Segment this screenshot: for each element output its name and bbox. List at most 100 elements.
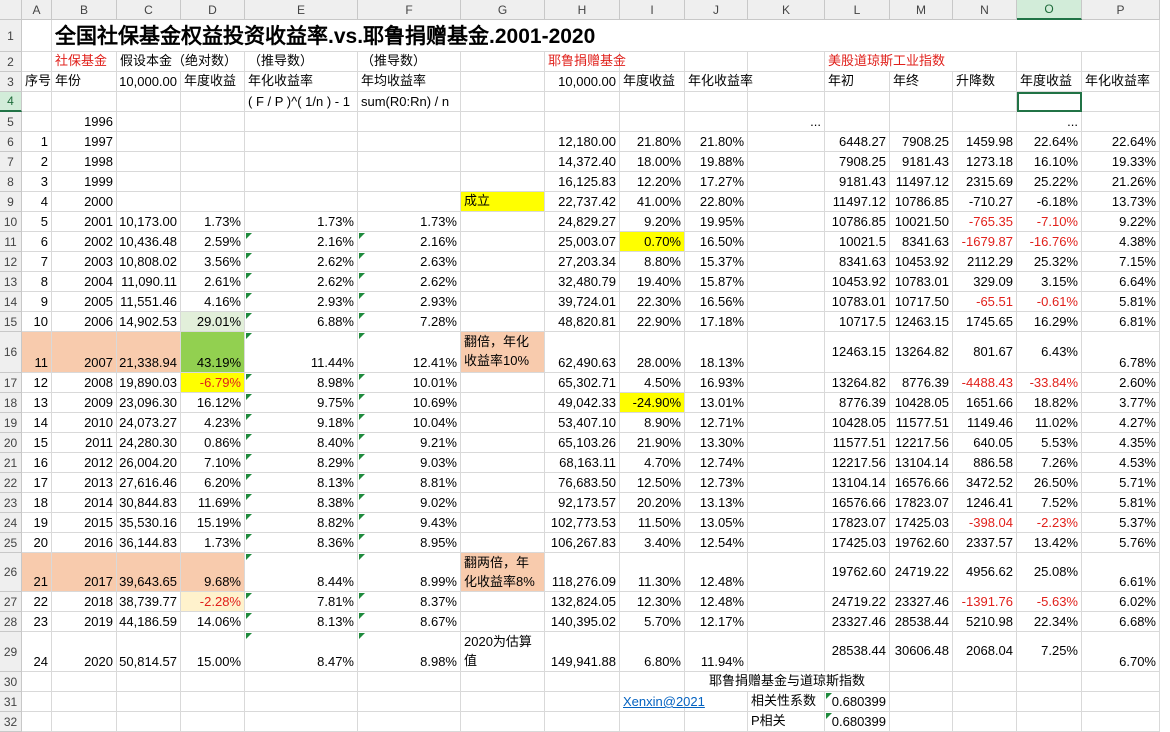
error-indicator xyxy=(359,253,365,259)
cell-text: 7.26% xyxy=(1041,455,1078,470)
cell xyxy=(748,433,825,453)
cell: 年化收益率 xyxy=(685,72,753,92)
cell-text: 140,395.02 xyxy=(550,614,616,629)
cell-text: 4.27% xyxy=(1119,415,1156,430)
cell-text: 12.74% xyxy=(699,455,744,470)
row-header: 24 xyxy=(0,513,22,533)
cell-text: 9.43% xyxy=(420,515,457,530)
cell-text: 13.01% xyxy=(699,395,744,410)
cell-text: -7.10% xyxy=(1036,214,1078,229)
cell: 12.50% xyxy=(620,473,685,493)
row-header: 30 xyxy=(0,672,22,692)
cell-text: 149,941.88 xyxy=(550,654,616,669)
cell-text: 6.80% xyxy=(644,654,681,669)
cell-text: ... xyxy=(1067,114,1078,129)
cell-text: 3472.52 xyxy=(966,475,1013,490)
cell-text: 0.70% xyxy=(644,234,681,249)
cell: 50,814.57 xyxy=(117,632,181,672)
cell-text: 9181.43 xyxy=(839,174,886,189)
cell-text: 5.81% xyxy=(1119,294,1156,309)
cell-text: 22 xyxy=(33,594,48,609)
cell: 9181.43 xyxy=(890,152,953,172)
cell-text: 2.62% xyxy=(420,274,457,289)
error-indicator xyxy=(246,414,252,420)
cell xyxy=(748,232,825,252)
cell-text: 2.62% xyxy=(317,274,354,289)
cell-text: 8.80% xyxy=(644,254,681,269)
cell-text: 10786.85 xyxy=(894,194,949,209)
cell-text: 2.59% xyxy=(204,234,241,249)
cell: 12.41% xyxy=(358,332,461,373)
error-indicator xyxy=(246,454,252,460)
cell: 8.81% xyxy=(358,473,461,493)
cell-text: 11.30% xyxy=(637,574,681,589)
cell: 23327.46 xyxy=(890,592,953,612)
cell: 6.81% xyxy=(1082,312,1160,332)
cell: 8.98% xyxy=(245,373,358,393)
cell: 1745.65 xyxy=(953,312,1017,332)
cell-text: 12463.15 xyxy=(831,343,886,359)
cell-text: 35,530.16 xyxy=(119,515,177,530)
cell: 11.69% xyxy=(181,493,245,513)
cell-text: 329.09 xyxy=(973,274,1013,289)
cell-text: 1459.98 xyxy=(966,134,1013,149)
cell xyxy=(748,513,825,533)
cell: 4.70% xyxy=(620,453,685,473)
cell-text: 18.00% xyxy=(636,154,681,169)
cell: 8.44% xyxy=(245,553,358,592)
cell: 19.33% xyxy=(1082,152,1160,172)
cell xyxy=(181,92,245,112)
cell: 耶鲁捐赠基金与道琼斯指数 xyxy=(685,672,890,692)
cell: 11.30% xyxy=(620,553,685,592)
cell-text: 2000 xyxy=(84,194,113,209)
cell: 10717.5 xyxy=(825,312,890,332)
cell xyxy=(685,52,748,72)
cell: 12.48% xyxy=(685,592,748,612)
cell-text: 7908.25 xyxy=(902,134,949,149)
cell: 16.50% xyxy=(685,232,748,252)
cell-text: 16.10% xyxy=(1033,154,1078,169)
cell xyxy=(52,92,117,112)
cell xyxy=(245,692,358,712)
cell: 0.86% xyxy=(181,433,245,453)
cell-text: 1.73% xyxy=(317,214,354,229)
cell-text: 10717.50 xyxy=(894,294,949,309)
cell-text: 9.22% xyxy=(1119,214,1156,229)
cell-text: 2020 xyxy=(84,654,113,669)
cell-text: 6.43% xyxy=(1041,343,1078,359)
cell xyxy=(890,112,953,132)
cell: 11497.12 xyxy=(890,172,953,192)
cell xyxy=(117,92,181,112)
cell: 2013 xyxy=(52,473,117,493)
cell-text: 24719.22 xyxy=(831,594,886,609)
cell-text: 2.61% xyxy=(204,274,241,289)
cell xyxy=(461,672,545,692)
cell xyxy=(461,612,545,632)
cell: 年份 xyxy=(52,72,117,92)
cell-text: 16.12% xyxy=(196,395,241,410)
cell xyxy=(461,212,545,232)
cell: 2005 xyxy=(52,292,117,312)
cell xyxy=(22,92,52,112)
row-header: 16 xyxy=(0,332,22,373)
column-header: D xyxy=(181,0,245,20)
cell: -6.18% xyxy=(1017,192,1082,212)
cell-text: 18.82% xyxy=(1033,395,1078,410)
cell-text: 12217.56 xyxy=(831,455,886,470)
cell-text: 11.50% xyxy=(637,515,681,530)
row-header: 3 xyxy=(0,72,22,92)
cell-text: 13104.14 xyxy=(831,475,886,490)
cell xyxy=(117,692,181,712)
cell: 24,829.27 xyxy=(545,212,620,232)
cell-text: 19762.60 xyxy=(831,563,886,579)
cell: 年终 xyxy=(890,72,953,92)
error-indicator xyxy=(359,554,365,560)
cell: 10.69% xyxy=(358,393,461,413)
cell: 65,103.26 xyxy=(545,433,620,453)
cell: 68,163.11 xyxy=(545,453,620,473)
cell: 年度收益 xyxy=(620,72,685,92)
cell: 19762.60 xyxy=(890,533,953,553)
link[interactable]: Xenxin@2021 xyxy=(623,694,705,709)
cell xyxy=(461,692,545,712)
cell: 0.680399 xyxy=(825,692,890,712)
